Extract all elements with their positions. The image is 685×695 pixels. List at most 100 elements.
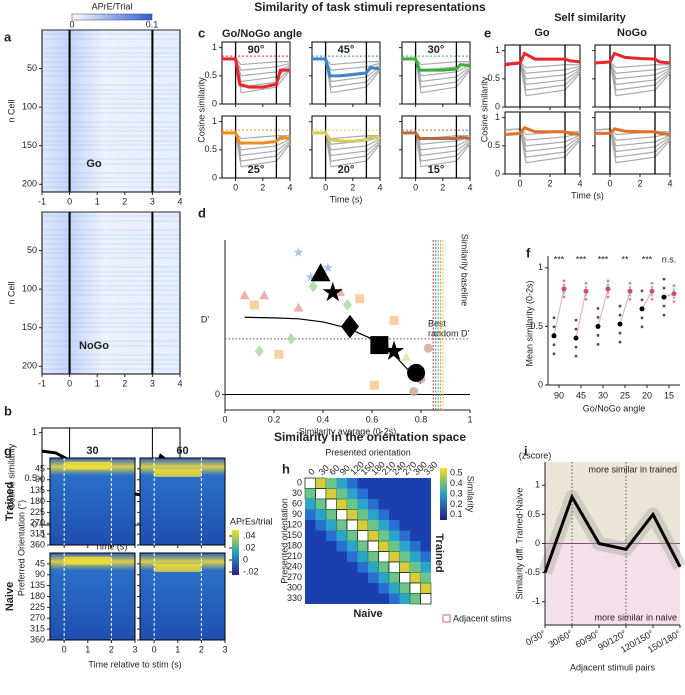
y-tick-label: 0: [297, 478, 302, 488]
y-tick-label: 270: [30, 518, 45, 528]
matrix-cell: [378, 561, 390, 573]
x-tick-label: -1: [38, 529, 46, 539]
matrix-cell: [326, 583, 337, 594]
x-tick-label: 0: [62, 644, 67, 654]
matrix-label: Naive: [353, 608, 382, 620]
naive-dot-spread: [552, 352, 556, 356]
panel-label: d: [198, 205, 206, 220]
y-tick-label: -0.5: [524, 567, 540, 577]
x-axis-label: Presented orientation: [325, 447, 411, 457]
matrix-cell: [336, 498, 348, 510]
y-tick-label: 315: [30, 624, 45, 634]
trained-zone: [545, 462, 680, 544]
panel-label: g: [4, 443, 12, 458]
trained-dot-spread: [562, 279, 566, 283]
trained-dot-spread: [606, 279, 610, 283]
matrix-cell: [420, 551, 431, 562]
matrix-cell: [305, 593, 316, 604]
colorbar-tick: 0.2: [450, 499, 463, 509]
x-tick-label: 2: [440, 182, 445, 192]
subplot-title: 20°: [338, 164, 355, 176]
matrix-cell: [378, 499, 389, 510]
trained-dot-spread: [562, 283, 566, 287]
naive-dot-spread: [662, 286, 666, 290]
y-tick-label: 0.5: [204, 144, 217, 154]
matrix-cell: [410, 488, 421, 499]
colorbar-label: Similarity: [466, 476, 476, 513]
colorbar-tick: 0.1: [146, 19, 159, 29]
mean-line: [402, 131, 471, 141]
matrix-cell: [357, 488, 368, 499]
x-tick-label: 4: [177, 378, 182, 388]
x-tick-label: 0: [222, 414, 227, 424]
frame: [504, 44, 581, 108]
matrix-cell: [315, 498, 327, 510]
matrix-cell: [368, 509, 379, 520]
naive-dot-spread: [574, 318, 578, 322]
point: [322, 262, 334, 273]
matrix-cell: [389, 583, 400, 594]
matrix-cell: [420, 478, 431, 489]
matrix-cell: [378, 520, 389, 531]
y-tick-label: 0: [212, 98, 217, 108]
matrix-cell: [420, 562, 431, 573]
trained-dot-spread: [650, 297, 654, 301]
matrix-cell: [315, 572, 326, 583]
matrix-cell: [378, 478, 389, 489]
x-tick-label: 15: [664, 390, 674, 400]
matrix-cell: [326, 520, 337, 531]
frame: [221, 115, 291, 179]
trained-dot-spread: [672, 296, 676, 300]
naive-mean: [573, 335, 579, 341]
x-tick-label: 3: [150, 196, 155, 206]
point: [383, 340, 405, 361]
panel-label: e: [484, 25, 491, 40]
y-tick-label: 1: [212, 42, 217, 52]
mean-line: [594, 51, 671, 65]
naive-dot-spread: [662, 277, 666, 281]
y-tick-label: 200: [22, 179, 37, 189]
annotation: Best: [428, 318, 447, 328]
matrix-cell: [410, 530, 421, 541]
trained-dot-spread: [562, 295, 566, 299]
point: [335, 287, 346, 297]
matrix-cell: [399, 593, 410, 604]
y-tick-label: 150: [287, 530, 302, 540]
trained-mean: [561, 286, 567, 292]
matrix-cell: [409, 572, 421, 584]
x-axis-label: Time (s): [571, 190, 604, 200]
matrix-cell: [357, 499, 368, 510]
y-tick-label: 300: [287, 583, 302, 593]
y-tick-label: 1: [212, 116, 217, 126]
y-tick-label: 225: [30, 507, 45, 517]
mean-line: [595, 127, 671, 137]
naive-dot-spread: [662, 313, 666, 317]
matrix-cell: [378, 593, 389, 604]
matrix-cell: [357, 583, 368, 594]
naive-dot-spread: [552, 325, 556, 329]
matrix-cell: [389, 520, 400, 531]
colorbar-tick: .04: [243, 530, 256, 540]
y-tick-label: -1: [532, 596, 540, 606]
naive-dot-spread: [596, 316, 600, 319]
colorbar-tick: .02: [243, 542, 256, 552]
x-tick-label: 0: [233, 182, 238, 192]
y-tick-label: 30: [292, 488, 302, 498]
y-tick-label: 1: [495, 45, 500, 55]
x-tick-label: 2: [547, 178, 552, 188]
x-tick-label: 1: [95, 196, 100, 206]
matrix-cell: [367, 530, 379, 542]
point: [322, 281, 344, 302]
trained-dot-spread: [672, 284, 676, 288]
panel-title: Go/NoGo angle: [222, 28, 302, 40]
section-title: Similarity of task stimuli representatio…: [254, 0, 486, 14]
naive-dot-spread: [618, 313, 622, 317]
matrix-cell: [347, 478, 358, 489]
matrix-cell: [326, 478, 337, 489]
matrix-cell: [368, 520, 379, 531]
y-tick-label: 100: [22, 284, 37, 294]
x-tick-label: 0.6: [366, 414, 379, 424]
x-tick-label: 2: [109, 644, 114, 654]
heatmap: [41, 211, 181, 375]
